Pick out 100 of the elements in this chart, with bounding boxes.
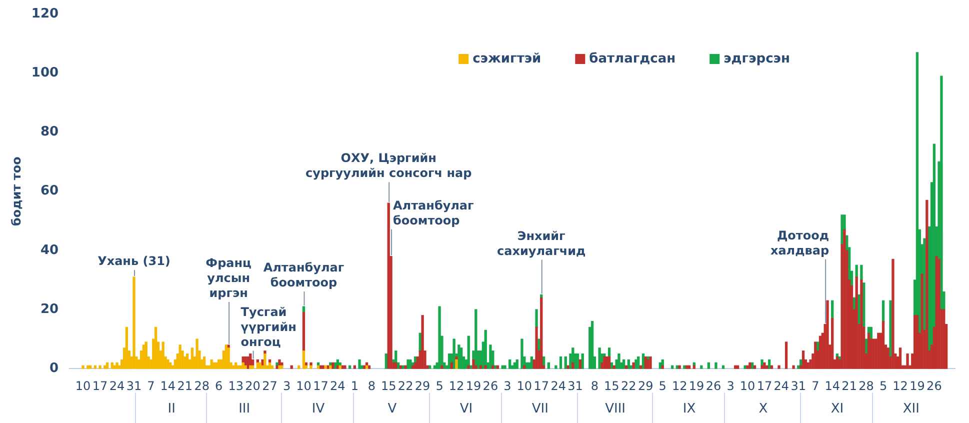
annotation: Дотоод халдвар — [770, 228, 830, 258]
annotation: Алтанбулаг боомтоор — [393, 198, 474, 228]
x-tick-label: 24 — [330, 378, 346, 393]
bar — [760, 365, 764, 369]
bar — [598, 348, 601, 369]
bar — [110, 362, 114, 369]
bar — [394, 362, 398, 369]
x-tick-label: 6 — [215, 378, 223, 393]
legend-label: эдгэрсэн — [724, 51, 790, 66]
bar — [448, 353, 451, 369]
bar — [734, 365, 737, 369]
bar — [278, 359, 281, 366]
x-tick-label: 31 — [790, 378, 806, 393]
annotation: Тусгай үүргийн онгоц — [240, 304, 296, 349]
bar — [396, 362, 400, 369]
bar — [268, 362, 272, 369]
bar — [566, 365, 570, 369]
bar — [892, 258, 894, 369]
x-tick-label: 27 — [262, 378, 278, 393]
bar — [474, 309, 478, 366]
annotation: Ухань (31) — [98, 254, 170, 268]
bar — [332, 362, 334, 369]
legend-label: сэжигтэй — [472, 51, 542, 66]
bar — [298, 365, 300, 369]
bar — [264, 350, 266, 354]
bar — [440, 365, 444, 369]
x-tick-label: 21 — [842, 378, 857, 393]
x-tick-label: 22 — [621, 378, 636, 393]
bar — [218, 359, 220, 369]
bar — [142, 344, 146, 369]
bar — [94, 365, 97, 369]
bar — [501, 365, 504, 369]
x-tick-label: 29 — [414, 378, 430, 393]
text: XII — [902, 401, 920, 416]
x-tick-label: 24 — [774, 378, 790, 393]
x-tick-label: 17 — [313, 378, 328, 393]
bar — [310, 362, 312, 366]
x-tick-label: 17 — [92, 378, 108, 393]
x-tick-label: 5 — [879, 378, 888, 393]
bar — [748, 362, 752, 369]
y-tick-label: 60 — [40, 184, 59, 199]
x-tick-label: 12 — [672, 378, 688, 393]
x-tick-label: 3 — [282, 378, 291, 393]
bar — [751, 362, 754, 369]
bar — [86, 365, 90, 369]
bar — [942, 309, 946, 369]
x-tick-label: 10 — [740, 378, 756, 393]
bar — [324, 365, 327, 369]
bar — [496, 365, 500, 369]
bar — [310, 365, 312, 369]
bar — [166, 359, 170, 369]
bar — [940, 76, 943, 310]
bar — [714, 362, 718, 369]
bar — [864, 338, 868, 354]
bar — [329, 365, 332, 369]
bar — [766, 365, 768, 369]
bar — [244, 365, 247, 369]
bar — [860, 280, 863, 369]
bar — [882, 320, 885, 369]
bar — [736, 365, 740, 369]
bar — [763, 362, 766, 369]
x-tick-label: 14 — [824, 378, 840, 393]
bar — [608, 356, 611, 369]
x-tick-label: 3 — [504, 378, 512, 393]
bar — [82, 365, 84, 369]
x-tick-label: 13 — [228, 378, 244, 393]
bar — [302, 350, 306, 369]
bar — [264, 353, 266, 369]
bar — [239, 365, 242, 369]
x-tick-label: 19 — [466, 378, 482, 393]
bar — [670, 365, 674, 369]
bar — [270, 365, 274, 369]
bar — [535, 309, 538, 328]
bar — [344, 365, 346, 369]
bar — [467, 365, 470, 369]
bar — [338, 365, 342, 369]
bar — [236, 365, 240, 369]
x-tick-label: 8 — [590, 378, 599, 393]
bar — [768, 359, 771, 369]
x-tick-label: 31 — [126, 378, 142, 393]
text: VIII — [605, 401, 626, 416]
x-tick-label: 28 — [858, 378, 874, 393]
bar — [826, 300, 829, 369]
bar — [421, 315, 424, 369]
bar — [384, 353, 388, 369]
bar — [661, 365, 664, 369]
legend-label: батлагдсан — [589, 51, 676, 66]
x-tick-label: 5 — [436, 378, 444, 393]
y-tick-label: 20 — [40, 302, 59, 317]
x-tick-label: 3 — [726, 378, 734, 393]
y-tick-label: 100 — [31, 65, 59, 80]
bar — [302, 312, 306, 352]
bar — [882, 300, 885, 322]
bar — [513, 362, 516, 369]
x-tick-label: 12 — [892, 378, 908, 393]
bar — [692, 365, 696, 369]
bar — [125, 326, 128, 369]
bar — [678, 365, 681, 369]
bar — [540, 297, 543, 369]
bar — [484, 365, 487, 369]
